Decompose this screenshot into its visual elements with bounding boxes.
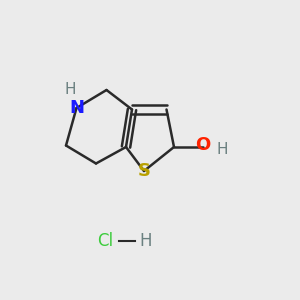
Text: O: O <box>195 136 210 154</box>
Text: S: S <box>137 162 151 180</box>
Text: Cl: Cl <box>97 232 113 250</box>
Text: H: H <box>216 142 228 157</box>
Text: H: H <box>65 82 76 98</box>
Text: N: N <box>69 99 84 117</box>
Text: H: H <box>139 232 152 250</box>
